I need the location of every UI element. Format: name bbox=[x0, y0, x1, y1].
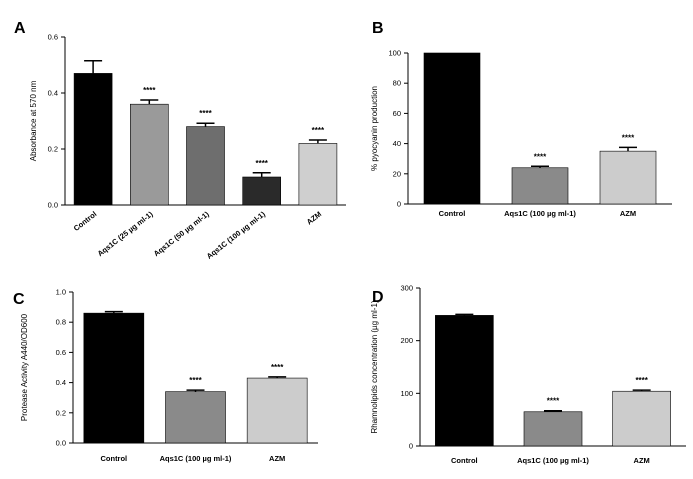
y-axis-title: % pyocyanin production bbox=[370, 86, 379, 171]
significance-label: **** bbox=[622, 133, 635, 142]
significance-label: **** bbox=[534, 152, 547, 161]
category-label: Control bbox=[100, 454, 127, 463]
y-axis-title: Absorbance at 570 nm bbox=[29, 80, 38, 161]
bar bbox=[523, 411, 583, 447]
bar bbox=[73, 73, 113, 206]
chart-panel-b: B 0 20 40 60 80 100 % pyocyanin production Contr… bbox=[370, 20, 672, 218]
y-tick-label: 0.0 bbox=[48, 201, 58, 210]
significance-label: **** bbox=[312, 126, 325, 135]
significance-label: **** bbox=[143, 86, 156, 95]
category-label: Control bbox=[451, 456, 478, 465]
bar bbox=[511, 167, 569, 205]
category-label: AZM bbox=[269, 454, 285, 463]
category-label: Control bbox=[72, 209, 99, 233]
significance-label: **** bbox=[271, 363, 284, 372]
y-tick-label: 100 bbox=[400, 389, 413, 398]
chart-panel-c: C 0.0 0.2 0.4 0.6 0.8 1.0 Protease Activity A44… bbox=[13, 288, 318, 463]
bar bbox=[83, 312, 145, 444]
y-tick-label: 40 bbox=[393, 139, 401, 148]
category-label: AZM bbox=[634, 456, 650, 465]
bar bbox=[612, 390, 671, 447]
y-tick-label: 0.4 bbox=[48, 89, 58, 98]
y-tick-label: 0.0 bbox=[56, 439, 66, 448]
category-label: Aqs1C (100 µg ml-1) bbox=[517, 456, 589, 465]
y-tick-label: 1.0 bbox=[56, 288, 66, 297]
y-axis-title: Rhamnolipids concentration (µg ml-1) bbox=[370, 300, 379, 433]
bar bbox=[423, 52, 481, 205]
y-tick-label: 20 bbox=[393, 169, 401, 178]
significance-label: **** bbox=[635, 376, 648, 385]
bar bbox=[298, 143, 338, 206]
y-tick-label: 0 bbox=[397, 200, 401, 209]
significance-label: **** bbox=[255, 159, 268, 168]
y-tick-label: 300 bbox=[400, 284, 413, 293]
y-tick-label: 60 bbox=[393, 109, 401, 118]
bar bbox=[165, 391, 226, 444]
category-label: AZM bbox=[620, 209, 636, 218]
bar bbox=[186, 126, 225, 206]
panel-letter: B bbox=[372, 20, 384, 37]
category-label: Control bbox=[439, 209, 466, 218]
y-tick-label: 0.4 bbox=[56, 378, 66, 387]
panel-letter: A bbox=[14, 20, 26, 37]
y-tick-label: 0.2 bbox=[48, 145, 58, 154]
y-tick-label: 200 bbox=[400, 336, 413, 345]
chart-panel-d: D 0 100 200 300 Rhamnolipids concentration (µ… bbox=[370, 284, 686, 465]
significance-label: **** bbox=[199, 109, 212, 118]
y-tick-label: 100 bbox=[388, 49, 401, 58]
panel-letter: D bbox=[372, 289, 384, 306]
y-tick-label: 0 bbox=[409, 442, 413, 451]
y-axis-title: Protease Activity A440/OD600 bbox=[20, 313, 29, 421]
y-tick-label: 0.2 bbox=[56, 408, 66, 417]
bar bbox=[130, 103, 169, 206]
category-label: Aqs1C (100 µg ml-1) bbox=[160, 454, 232, 463]
significance-label: **** bbox=[189, 376, 202, 385]
category-label: Aqs1C (100 µg ml-1) bbox=[504, 209, 576, 218]
bar bbox=[246, 377, 308, 444]
y-tick-label: 0.6 bbox=[48, 33, 58, 42]
y-tick-label: 80 bbox=[393, 79, 401, 88]
bar bbox=[599, 150, 657, 205]
y-tick-label: 0.8 bbox=[56, 318, 66, 327]
category-label: AZM bbox=[305, 209, 323, 226]
y-tick-label: 0.6 bbox=[56, 348, 66, 357]
bar bbox=[435, 315, 494, 447]
significance-label: **** bbox=[547, 397, 560, 406]
panel-letter: C bbox=[13, 291, 25, 308]
bar bbox=[242, 176, 281, 206]
chart-panel-a: A 0.0 0.2 0.4 0.6 Absorbance at 570 nm Control… bbox=[14, 20, 346, 261]
